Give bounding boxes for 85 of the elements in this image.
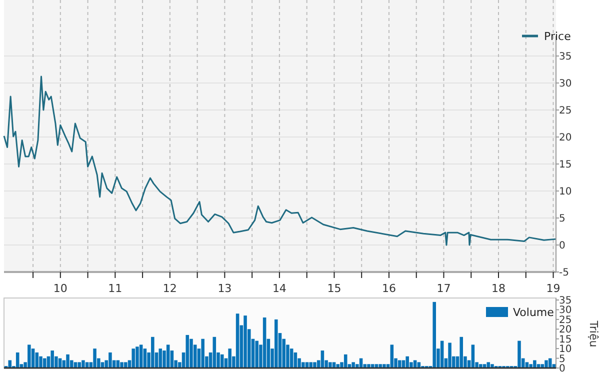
y-tick-label: 20 — [559, 324, 572, 336]
x-tick-label: 19 — [546, 282, 560, 295]
bar — [66, 354, 70, 368]
bar — [28, 344, 31, 368]
y-tick-label: 10 — [559, 186, 572, 198]
bar — [370, 364, 374, 368]
y-tick-label: 5 — [559, 354, 566, 365]
y-tick-label: 10 — [559, 344, 572, 356]
bar — [309, 362, 313, 368]
bar — [352, 362, 355, 368]
bar — [108, 352, 112, 368]
y-tick-label: -5 — [559, 268, 569, 278]
bar — [132, 348, 136, 368]
bar — [328, 362, 332, 368]
bar — [432, 302, 436, 368]
bar — [78, 362, 81, 368]
bar — [390, 344, 394, 368]
bar — [186, 334, 190, 368]
bar — [255, 340, 258, 368]
bar — [302, 362, 305, 368]
y-tick-label: 30 — [559, 305, 572, 316]
bar — [136, 346, 139, 368]
y-tick-label: 35 — [559, 52, 572, 62]
y-tick-label: 0 — [559, 364, 566, 374]
bar — [448, 342, 452, 368]
bar — [274, 319, 278, 368]
y-tick-label: 30 — [559, 78, 572, 90]
y-tick-label: 15 — [559, 334, 572, 346]
bar — [460, 336, 464, 368]
bar — [479, 364, 482, 368]
bar — [336, 364, 340, 368]
bar — [398, 360, 402, 368]
bar — [228, 348, 232, 368]
bar — [236, 314, 240, 368]
bar — [378, 364, 382, 368]
y-axis-title: Triệu — [587, 320, 600, 348]
bar — [212, 336, 216, 368]
bar — [313, 362, 316, 368]
bar — [120, 362, 124, 368]
bar — [50, 350, 54, 368]
bar — [471, 344, 475, 368]
bar — [82, 360, 85, 368]
bar — [406, 356, 409, 368]
bar — [518, 340, 521, 368]
y-tick-label: 0 — [559, 240, 566, 252]
bar — [220, 354, 224, 368]
y-tick-label: 25 — [559, 106, 572, 116]
x-tick-label: 10 — [53, 282, 68, 295]
bar — [42, 358, 46, 368]
legend-label: Price — [544, 30, 572, 43]
bar — [544, 360, 548, 368]
bar — [382, 364, 386, 368]
y-tick-label: 35 — [559, 296, 572, 306]
legend-label: Volume — [513, 306, 554, 319]
x-tick-label: 17 — [436, 282, 451, 295]
bar — [190, 338, 193, 368]
y-tick-label: 20 — [559, 132, 572, 144]
bar — [139, 344, 143, 368]
x-tick-label: 16 — [382, 282, 396, 295]
x-tick-label: 18 — [492, 282, 506, 295]
bar — [158, 348, 162, 368]
bar — [262, 317, 266, 368]
bar — [201, 338, 204, 368]
bar — [486, 362, 490, 368]
bar — [367, 364, 370, 368]
x-tick-label: 11 — [108, 282, 122, 295]
x-tick-label: 13 — [218, 282, 232, 295]
bar — [151, 336, 154, 368]
bar — [93, 348, 96, 368]
y-tick-label: 5 — [559, 214, 566, 224]
bar — [124, 362, 128, 368]
bar — [529, 364, 532, 368]
y-tick-label: 25 — [559, 314, 572, 326]
x-tick-label: 15 — [327, 282, 342, 295]
x-tick-label: 14 — [272, 282, 286, 295]
bar — [533, 360, 536, 368]
x-tick-label: 12 — [162, 282, 177, 295]
bar — [166, 344, 170, 368]
line-series — [3, 76, 557, 246]
bar — [39, 356, 42, 368]
bar — [8, 360, 12, 368]
y-tick-label: 15 — [559, 160, 572, 170]
bar — [548, 358, 552, 368]
bar — [490, 364, 494, 368]
bar — [244, 316, 247, 368]
